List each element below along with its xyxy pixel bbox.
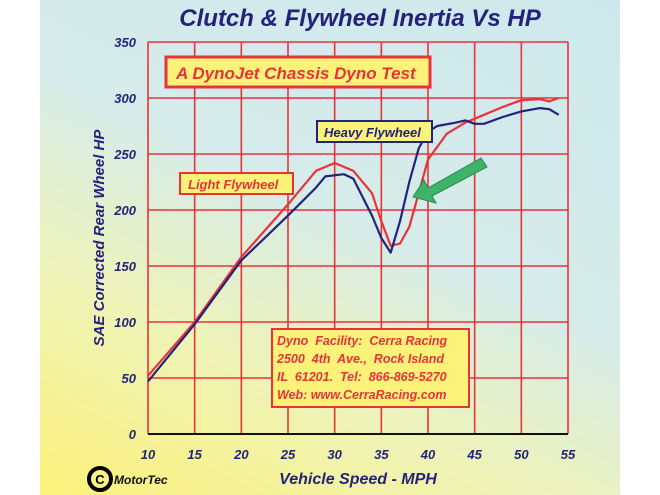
x-tick-label: 10 (141, 447, 156, 462)
x-tick-label: 20 (233, 447, 249, 462)
y-tick-label: 150 (114, 259, 136, 274)
y-tick-label: 100 (114, 315, 136, 330)
x-tick-label: 55 (561, 447, 576, 462)
chart-title: Clutch & Flywheel Inertia Vs HP (179, 5, 541, 32)
series-lines (147, 96, 560, 383)
facility-line: Dyno Facility: Cerra Racing (277, 334, 448, 348)
grid (147, 41, 569, 435)
tick-labels: 10 15 20 25 30 35 40 45 50 55 0 50 100 150 200 250 300 35… (113, 35, 576, 462)
y-tick-label: 50 (122, 371, 137, 386)
x-tick-label: 45 (466, 447, 482, 462)
facility-line: 2500 4th Ave., Rock Island (276, 352, 444, 366)
x-tick-label: 40 (420, 447, 436, 462)
subtitle-box: A DynoJet Chassis Dyno Test (164, 55, 432, 89)
facility-line: IL 61201. Tel: 866-869-5270 (277, 370, 447, 384)
legend-label-light: Light Flywheel (179, 172, 294, 195)
motortec-logo: C MotorTec (87, 466, 168, 492)
logo-text: MotorTec (114, 473, 168, 487)
x-tick-label: 35 (374, 447, 389, 462)
legend-label-heavy: Heavy Flywheel (316, 120, 433, 143)
x-axis-label: Vehicle Speed - MPH (279, 471, 437, 488)
y-axis-label: SAE Corrected Rear Wheel HP (91, 129, 108, 347)
x-tick-label: 15 (187, 447, 202, 462)
light-flywheel-label: Light Flywheel (188, 177, 279, 192)
series-line-heavy-flywheel (147, 107, 560, 383)
facility-line: Web: www.CerraRacing.com (277, 388, 446, 402)
series-line-light-flywheel (147, 96, 560, 377)
x-tick-label: 25 (280, 447, 296, 462)
y-tick-label: 300 (114, 91, 136, 106)
x-tick-label: 30 (327, 447, 342, 462)
x-tick-label: 50 (514, 447, 529, 462)
y-tick-label: 250 (113, 147, 136, 162)
green-arrow-icon (412, 157, 488, 204)
y-tick-label: 200 (113, 203, 136, 218)
y-tick-label: 0 (129, 427, 137, 442)
facility-box: Dyno Facility: Cerra Racing 2500 4th Ave… (271, 328, 470, 408)
heavy-flywheel-label: Heavy Flywheel (324, 125, 421, 140)
y-tick-label: 350 (114, 35, 136, 50)
subtitle: A DynoJet Chassis Dyno Test (175, 64, 417, 83)
logo-mark: C (95, 472, 105, 487)
